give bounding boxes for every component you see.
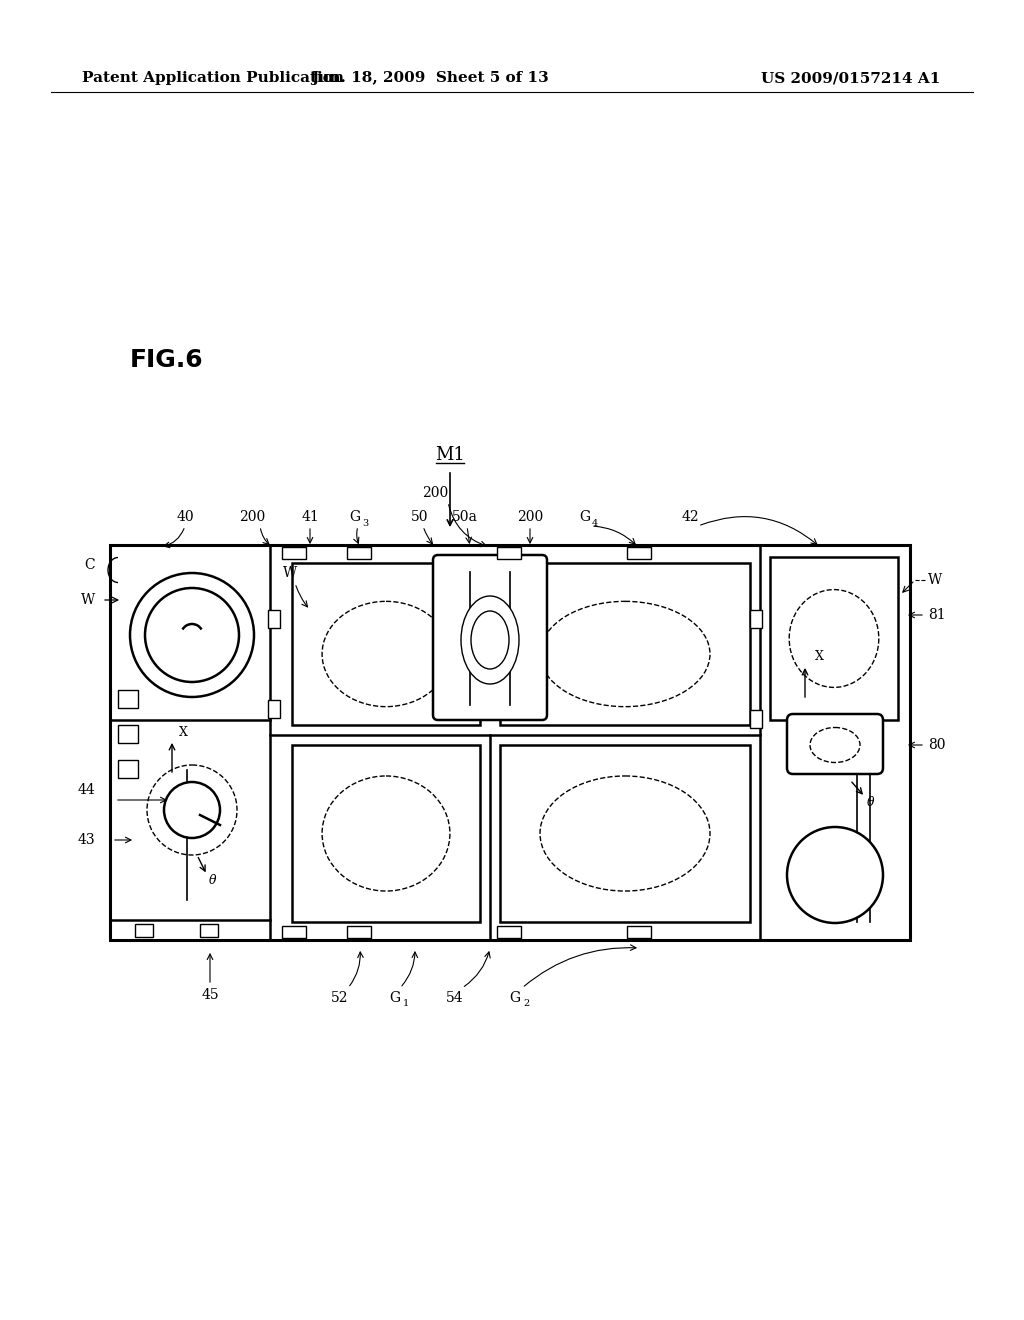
Text: 4: 4 [592,519,598,528]
Text: 81: 81 [928,609,945,622]
Text: 41: 41 [301,510,318,524]
Text: 42: 42 [681,510,698,524]
Text: 40: 40 [176,510,194,524]
Bar [282,546,306,558]
Text: 200: 200 [422,486,449,500]
Text: 3: 3 [362,519,369,528]
Bar [118,725,138,743]
Text: Jun. 18, 2009  Sheet 5 of 13: Jun. 18, 2009 Sheet 5 of 13 [311,71,549,84]
Bar [292,564,480,725]
Text: 2: 2 [523,998,529,1007]
Text: X: X [815,651,824,664]
Bar [627,927,651,939]
Text: 1: 1 [403,998,410,1007]
Text: G: G [509,991,520,1005]
Bar [118,760,138,777]
Circle shape [130,573,254,697]
Bar [200,924,218,937]
Ellipse shape [461,597,519,684]
Bar [347,546,371,558]
Bar [118,690,138,708]
Text: Patent Application Publication: Patent Application Publication [82,71,344,84]
Ellipse shape [471,611,509,669]
Bar [500,564,750,725]
Text: 44: 44 [77,783,95,797]
Circle shape [787,828,883,923]
Text: W: W [81,593,95,607]
Text: FIG.6: FIG.6 [130,348,204,372]
Bar [110,545,910,940]
Text: W: W [515,566,529,579]
Text: G: G [349,510,360,524]
Text: M1: M1 [435,446,465,465]
Circle shape [145,587,239,682]
Bar [770,557,898,719]
Text: 52: 52 [331,991,349,1005]
Text: 80: 80 [928,738,945,752]
Text: W: W [928,573,942,587]
FancyBboxPatch shape [787,714,883,774]
Bar [497,546,521,558]
Text: 50: 50 [412,510,429,524]
Text: US 2009/0157214 A1: US 2009/0157214 A1 [761,71,940,84]
Text: 45: 45 [201,987,219,1002]
Text: 43: 43 [78,833,95,847]
Text: G: G [580,510,591,524]
Bar [500,744,750,921]
Bar [292,744,480,921]
Text: 50a: 50a [452,510,478,524]
Bar [750,610,762,628]
Text: C: C [84,558,95,572]
Text: 54: 54 [446,991,464,1005]
Bar [750,710,762,729]
Bar [497,927,521,939]
Text: θ: θ [867,796,874,809]
Text: θ: θ [209,874,216,887]
Circle shape [164,781,220,838]
Bar [135,924,153,937]
Bar [627,546,651,558]
Bar [282,927,306,939]
Bar [268,610,280,628]
Bar [268,700,280,718]
Text: 200: 200 [517,510,543,524]
Text: X: X [179,726,187,738]
Text: G: G [389,991,400,1005]
Text: 200: 200 [239,510,265,524]
Text: W: W [283,566,297,579]
Bar [347,927,371,939]
FancyBboxPatch shape [433,554,547,719]
